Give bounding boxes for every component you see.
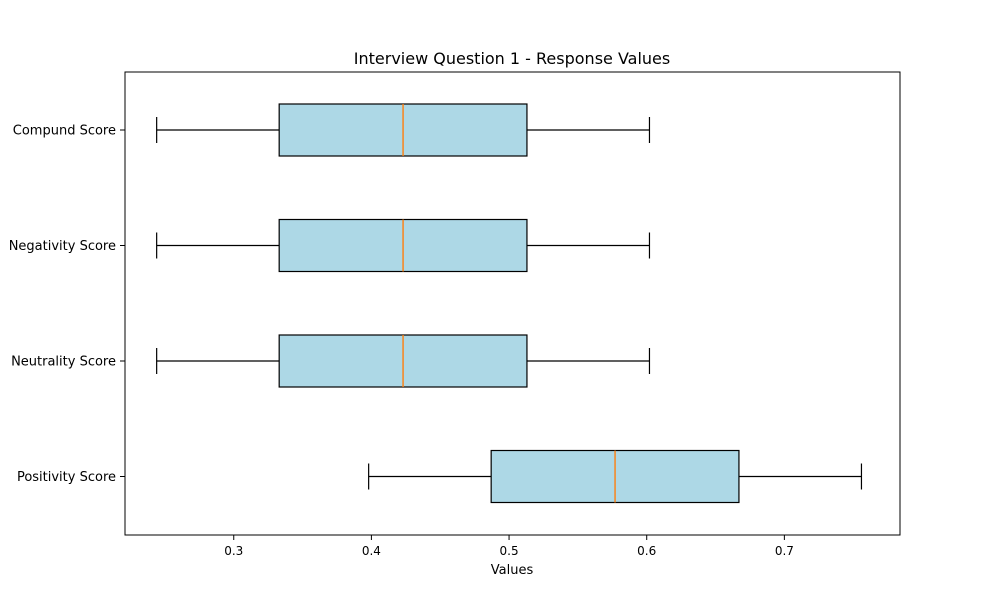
x-tick-label: 0.4 bbox=[362, 544, 381, 558]
x-tick-label: 0.5 bbox=[500, 544, 519, 558]
y-tick-label: Negativity Score bbox=[9, 239, 116, 254]
x-tick-label: 0.3 bbox=[224, 544, 243, 558]
y-tick-label: Positivity Score bbox=[17, 470, 116, 485]
y-tick-label: Compund Score bbox=[13, 124, 116, 139]
x-tick-label: 0.7 bbox=[775, 544, 794, 558]
x-tick-label: 0.6 bbox=[637, 544, 656, 558]
plot-area: 0.3 0.4 0.5 0.6 0.7 Positivity Score Neutralit… bbox=[9, 71, 901, 558]
y-tick-label: Neutrality Score bbox=[11, 355, 116, 370]
plot-frame bbox=[124, 71, 901, 536]
chart-title: Interview Question 1 - Response Values bbox=[354, 49, 670, 68]
x-axis-label: Values bbox=[491, 563, 534, 578]
